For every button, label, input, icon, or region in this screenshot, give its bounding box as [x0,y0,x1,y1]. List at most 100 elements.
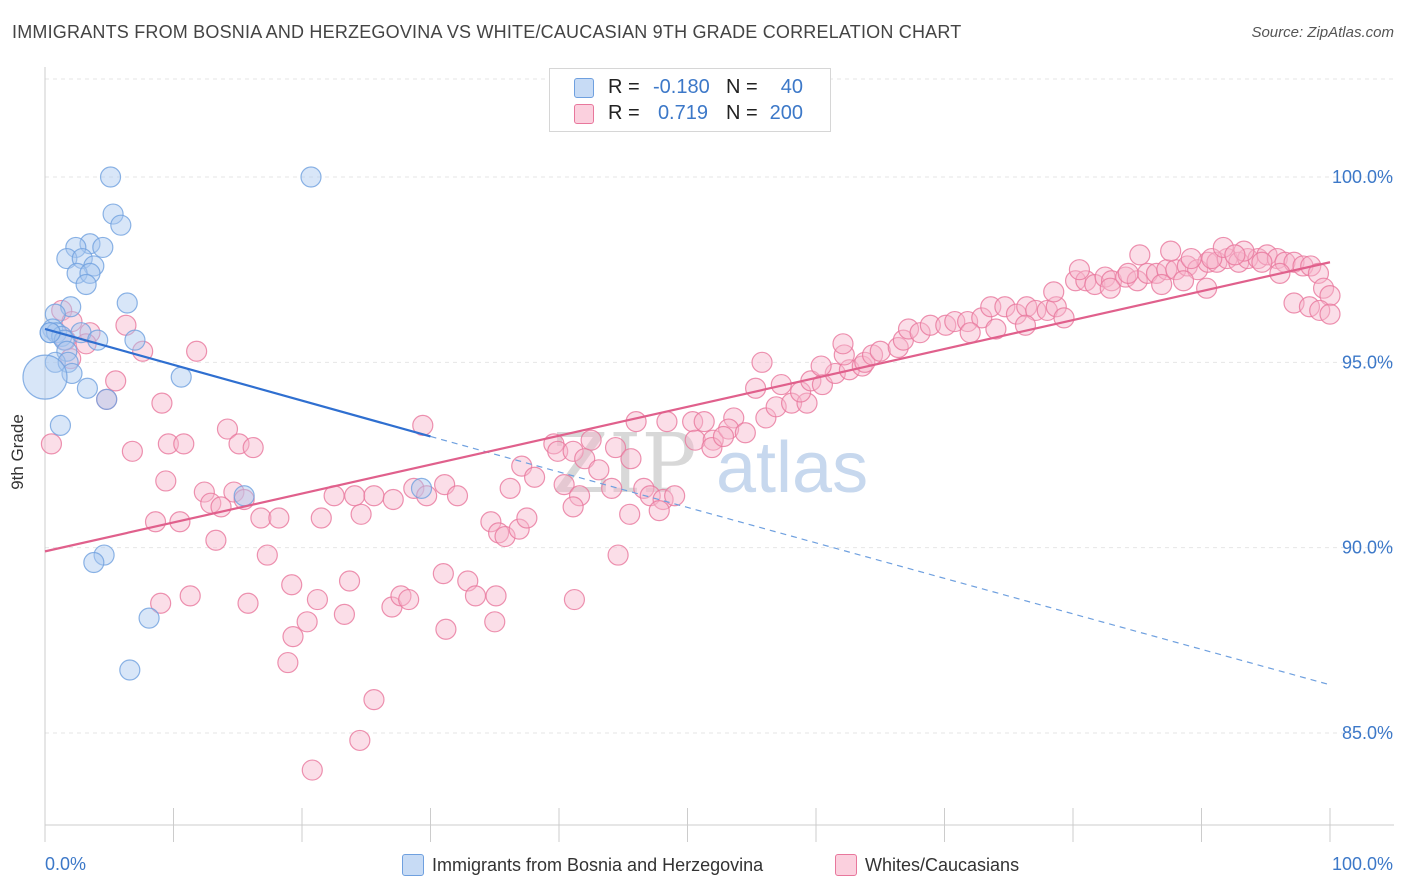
whites-point [1053,307,1075,329]
whites-point [796,392,818,414]
whites-point [523,466,546,488]
whites-point [157,433,179,455]
whites-point [121,440,143,462]
legend-label-whites: Whites/Caucasians [865,855,1020,875]
whites-point [446,485,469,507]
bosnia-point [56,340,78,362]
y-axis-tick-labels: 85.0% 90.0% 95.0% 100.0% [1332,167,1393,743]
whites-point [508,518,530,540]
bosnia-trend-line [44,327,431,438]
whites-point [574,448,596,470]
whites-point [833,344,855,366]
whites-point [363,689,385,711]
whites-point [281,574,303,596]
whites-point [1160,240,1182,262]
whites-point [228,433,250,455]
whites-point [150,592,172,614]
bosnia-point [79,262,101,284]
bosnia-point [22,354,68,400]
bosnia-point [92,236,114,259]
whites-point [648,500,670,522]
whites-point [607,544,629,566]
whites-point [734,422,756,444]
stats-legend: R = -0.180 N = 40 R = 0.719 N = 200 [549,68,831,132]
grid-lines [45,78,1394,734]
whites-point [604,436,627,459]
legend-r-label: R = [608,76,640,98]
legend-row-bosnia: R = -0.180 N = 40 [550,74,830,100]
whites-point [1068,259,1091,281]
bosnia-point [56,247,78,270]
whites-point [349,729,371,752]
whites-point [1025,299,1047,322]
whites-point [105,370,127,392]
whites-point [237,592,259,614]
whites-point [1099,277,1121,299]
whites-point [79,322,101,344]
legend-swatch-bosnia [574,78,594,98]
whites-point [919,314,941,336]
whites-point [484,611,506,633]
whites-point [1126,270,1148,292]
whites-point [652,488,674,511]
legend-swatch-whites [835,854,857,876]
whites-point [1212,236,1234,259]
whites-point [620,448,642,470]
whites-point [382,488,404,511]
whites-point [179,585,201,607]
bosnia-point [170,366,192,388]
bosnia-point [75,273,97,296]
whites-point [306,588,329,611]
whites-point [1172,270,1195,292]
whites-point [344,485,366,507]
whites-point [310,507,332,529]
whites-point [693,411,715,433]
whites-point [488,522,510,544]
whites-point [1117,262,1139,284]
whites-point [499,477,521,499]
whites-point [1187,259,1209,281]
bosnia-point [66,262,88,284]
whites-point [869,340,891,362]
whites-point [971,307,993,329]
chart-source: Source: ZipAtlas.com [1251,24,1394,41]
x-tick-label-min: 0.0% [45,854,86,874]
whites-point [563,588,586,611]
bosnia-point [60,296,82,318]
whites-point [403,477,425,499]
whites-point [832,333,854,355]
legend-n-label: N = [726,76,758,98]
whites-point [1129,244,1151,266]
series-bosnia-points [22,166,433,681]
whites-point [216,418,239,440]
whites-point [205,529,227,551]
bosnia-point [87,329,109,351]
whites-point [780,392,803,414]
whites-point [516,507,538,529]
whites-point [350,503,372,525]
whites-point [333,603,356,625]
whites-point [40,433,63,455]
whites-point [562,440,584,462]
legend-r-value: -0.180 [653,76,710,98]
whites-point [296,611,318,633]
whites-point [151,392,173,414]
whites-point [723,407,745,429]
legend-n-label: N = [726,102,758,124]
whites-point [588,459,610,481]
bosnia-point [102,203,124,225]
whites-point [250,507,272,529]
whites-point [1319,285,1341,307]
legend-n-value: 200 [769,102,803,124]
y-tick-label: 95.0% [1342,352,1393,372]
bosnia-point [96,388,118,410]
whites-point [985,318,1007,340]
bosnia-point [124,329,146,351]
whites-point [701,436,723,459]
bosnia-point [57,351,79,373]
bosnia-trend-extension [430,435,1331,686]
bosnia-point [93,544,115,566]
whites-point [1251,251,1273,273]
bosnia-point [99,166,122,188]
